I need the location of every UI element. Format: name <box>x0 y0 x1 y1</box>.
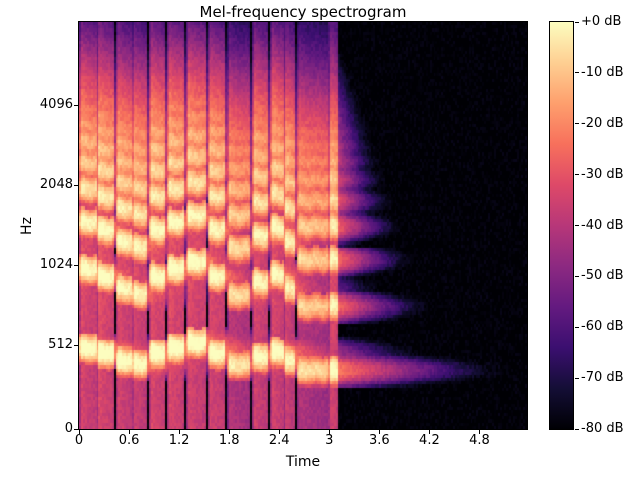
x-tick-mark <box>228 430 230 434</box>
x-tick-mark <box>478 430 480 434</box>
colorbar-tick-mark <box>575 225 579 226</box>
x-tick-mark <box>378 430 380 434</box>
y-tick-label: 1024 <box>39 257 73 272</box>
x-axis-label: Time <box>285 454 321 470</box>
y-tick-label: 512 <box>48 337 73 352</box>
colorbar-tick-mark <box>575 326 579 328</box>
x-tick-label: 3 <box>325 433 334 448</box>
colorbar-tick-mark <box>575 428 579 430</box>
y-tick-label: 2048 <box>39 177 73 192</box>
colorbar-tick-label: +0 dB <box>581 14 622 29</box>
y-tick-label: 4096 <box>39 97 73 112</box>
x-tick-label: 4.2 <box>419 433 440 448</box>
colorbar-tick-label: -20 dB <box>581 115 624 131</box>
y-tick-mark <box>74 344 78 346</box>
y-tick-mark <box>74 264 78 266</box>
colorbar-tick-label: -10 dB <box>581 64 624 80</box>
colorbar-tick-label: -60 dB <box>581 319 624 335</box>
y-axis-label: Hz <box>19 217 35 235</box>
colorbar-tick-mark <box>575 72 579 74</box>
x-tick-mark <box>178 430 180 434</box>
colorbar-tick-label: -50 dB <box>581 268 624 284</box>
colorbar-tick-mark <box>575 377 579 379</box>
y-tick-mark <box>74 428 78 430</box>
colorbar-tick-label: -70 dB <box>581 370 624 386</box>
x-tick-label: 1.8 <box>218 433 240 448</box>
y-tick-mark <box>74 104 78 106</box>
x-tick-mark <box>128 430 130 434</box>
colorbar-tick-label: -40 dB <box>581 217 624 233</box>
x-tick-mark <box>78 430 80 434</box>
x-tick-mark <box>278 430 280 434</box>
x-tick-label: 2.4 <box>268 433 290 448</box>
x-tick-label: 4.8 <box>469 433 490 448</box>
colorbar-tick-label: -30 dB <box>581 166 624 182</box>
colorbar-gradient <box>549 21 574 430</box>
x-tick-label: 0.6 <box>118 433 140 448</box>
colorbar-tick-label: -80 dB <box>581 421 624 436</box>
x-tick-label: 3.6 <box>368 433 390 448</box>
chart-title: Mel-frequency spectrogram <box>199 3 407 21</box>
colorbar-tick-mark <box>575 21 579 23</box>
x-tick-mark <box>328 430 330 434</box>
colorbar-tick-mark <box>575 174 579 176</box>
colorbar-tick-mark <box>575 123 579 125</box>
spectrogram-heatmap <box>78 21 528 430</box>
y-tick-mark <box>74 184 78 186</box>
x-tick-label: 1.2 <box>168 433 190 448</box>
colorbar-tick-mark <box>575 275 579 277</box>
x-tick-mark <box>428 430 430 434</box>
x-tick-label: 0 <box>74 433 84 448</box>
y-tick-label: 0 <box>64 421 73 436</box>
